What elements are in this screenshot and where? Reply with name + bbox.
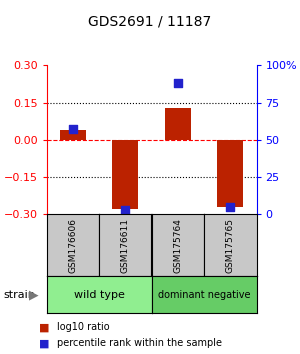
Point [175,80,180,86]
Text: ■: ■ [39,322,50,332]
Text: strain: strain [3,290,35,300]
Text: ■: ■ [39,338,50,348]
Text: ▶: ▶ [28,288,38,301]
Text: dominant negative: dominant negative [158,290,250,300]
Point [70,127,75,132]
Text: GSM175765: GSM175765 [226,218,235,273]
Text: GDS2691 / 11187: GDS2691 / 11187 [88,14,212,28]
Point [228,204,233,210]
Bar [60,130,86,140]
Text: log10 ratio: log10 ratio [57,322,110,332]
Bar [112,140,138,209]
Text: GSM175764: GSM175764 [173,218,182,273]
Text: GSM176606: GSM176606 [68,218,77,273]
Bar [217,140,243,207]
Text: percentile rank within the sample: percentile rank within the sample [57,338,222,348]
Point [123,207,128,212]
Text: wild type: wild type [74,290,124,300]
Bar [165,108,191,140]
Text: GSM176611: GSM176611 [121,218,130,273]
